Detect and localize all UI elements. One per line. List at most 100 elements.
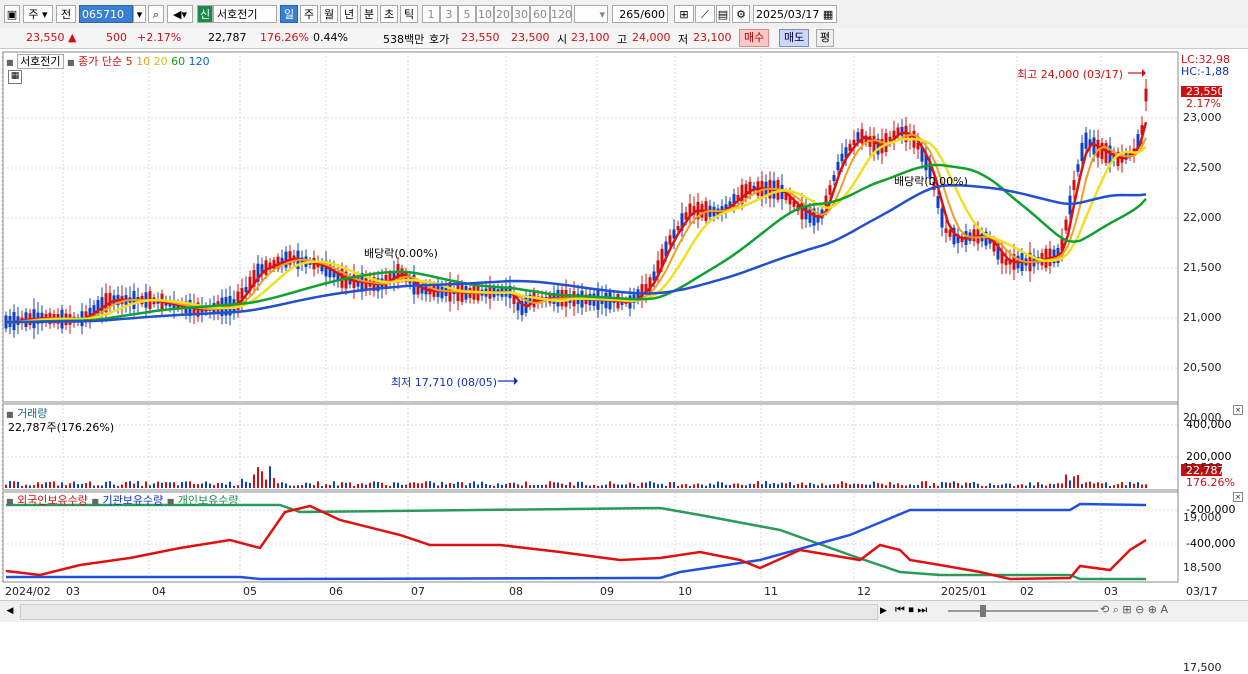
volume-bar <box>293 485 295 488</box>
candle-body <box>240 288 244 303</box>
volume-bar <box>633 483 635 488</box>
candle-body <box>692 205 696 215</box>
volume-bar <box>517 484 519 488</box>
ma-20-label[interactable]: 20 <box>153 55 168 68</box>
interval-custom-select[interactable]: ▾ <box>574 5 608 23</box>
save-icon[interactable]: ▤ <box>716 5 730 23</box>
volume-bar <box>249 482 251 488</box>
scroll-bar[interactable]: ◀ ▶ ⏮ ⏹ ⏭ ⟲ ⌕ ⊞ ⊖ ⊕ A <box>0 600 1248 622</box>
zoom-slider[interactable] <box>948 610 1098 612</box>
prefix-button[interactable]: 전 <box>56 5 76 23</box>
search-icon[interactable]: ⌕ <box>148 5 164 23</box>
count-field[interactable]: 265/600 <box>612 5 668 23</box>
volume-bar <box>25 484 27 488</box>
code-dropdown-icon[interactable]: ▾ <box>133 5 146 23</box>
volume-bar <box>589 485 591 488</box>
volume-bar <box>417 483 419 488</box>
volume-bar <box>321 485 323 488</box>
volume-bar <box>1025 485 1027 488</box>
table-icon[interactable]: ▦ <box>8 70 22 84</box>
candle-body <box>396 263 400 283</box>
period-tab-minute[interactable]: 분 <box>360 5 378 23</box>
sell-button[interactable]: 매도 <box>779 29 810 47</box>
candle-body <box>860 129 864 144</box>
candle-body <box>344 271 348 289</box>
date-input[interactable]: 2025/03/17 ▦ <box>753 5 837 23</box>
volume-bar <box>65 485 67 488</box>
interval-120[interactable]: 120 <box>550 5 572 23</box>
scroll-track[interactable] <box>20 604 878 620</box>
stock-code-input[interactable]: 065710 <box>79 5 133 23</box>
draw-tools-icon[interactable]: ⟋ <box>695 5 715 23</box>
candle-body <box>748 181 752 195</box>
volume-bar <box>369 482 371 488</box>
chart-area[interactable] <box>0 48 1248 600</box>
holding-tick-200k: -200,000 <box>1186 503 1236 516</box>
ma-60-label[interactable]: 60 <box>171 55 186 68</box>
ma-20-line <box>5 137 1147 324</box>
volume-bar <box>569 482 571 488</box>
scroll-right-icon[interactable]: ▶ <box>880 606 887 616</box>
speaker-icon[interactable]: ◀▾ <box>167 5 193 23</box>
volume-bar <box>145 481 147 488</box>
period-tab-year[interactable]: 년 <box>340 5 358 23</box>
interval-5[interactable]: 5 <box>458 5 476 23</box>
gear-icon[interactable]: ⚙ <box>732 5 750 23</box>
individual-holding-label[interactable]: 개인보유수량 <box>177 494 239 507</box>
volume-bar <box>737 483 739 488</box>
volume-bar <box>545 484 547 488</box>
ma-5-label[interactable]: 5 <box>125 55 133 68</box>
playback-controls[interactable]: ⏮ ⏹ ⏭ <box>895 603 928 616</box>
volume-bar <box>465 485 467 488</box>
interval-10[interactable]: 10 <box>476 5 494 23</box>
interval-60[interactable]: 60 <box>530 5 550 23</box>
volume-bar <box>53 481 55 488</box>
volume-bar <box>281 482 283 488</box>
period-tab-tick[interactable]: 틱 <box>400 5 418 23</box>
x-tick: 07 <box>411 585 425 598</box>
volume-bar <box>629 482 631 488</box>
price-tick: 19,000 <box>1183 511 1222 524</box>
interval-20[interactable]: 20 <box>494 5 512 23</box>
volume-value: 22,787 <box>208 31 247 44</box>
volume-bar <box>73 481 75 488</box>
foreign-holding-label[interactable]: 외국인보유수량 <box>17 494 88 507</box>
interval-30[interactable]: 30 <box>512 5 530 23</box>
period-tab-week[interactable]: 주 <box>300 5 318 23</box>
market-select[interactable]: 주 ▾ <box>23 5 53 23</box>
interval-1[interactable]: 1 <box>422 5 440 23</box>
candle-body <box>660 248 664 268</box>
candle-body <box>940 208 944 228</box>
hc-value: HC:-1,88 <box>1181 65 1230 78</box>
scroll-left-icon[interactable]: ◀ <box>6 606 14 616</box>
candle-body <box>844 147 848 158</box>
calendar-icon[interactable]: ▦ <box>822 8 834 21</box>
candle-body <box>1104 143 1108 163</box>
interval-3[interactable]: 3 <box>440 5 458 23</box>
layout-icon[interactable]: ▣ <box>4 5 20 23</box>
eval-button[interactable]: 평 <box>816 29 835 47</box>
ma-label[interactable]: 종가 단순 <box>78 55 123 68</box>
period-tab-second[interactable]: 초 <box>380 5 398 23</box>
buy-button[interactable]: 매수 <box>739 29 770 47</box>
stock-name-label[interactable]: 서호전기 <box>17 54 64 69</box>
ask-price: 23,550 <box>461 31 500 44</box>
count-value: 265 <box>619 8 641 21</box>
holding-close-icon[interactable]: × <box>1233 492 1243 502</box>
volume-title-text[interactable]: 거래량 <box>17 407 48 420</box>
volume-bar <box>693 484 695 488</box>
chart-tools-icon[interactable]: ⊞ <box>674 5 694 23</box>
chart-option-icons[interactable]: ⟲ ⌕ ⊞ ⊖ ⊕ A <box>1100 603 1169 616</box>
volume-close-icon[interactable]: × <box>1233 405 1243 415</box>
period-tab-day[interactable]: 일 <box>280 5 298 23</box>
period-tab-month[interactable]: 월 <box>320 5 338 23</box>
zoom-slider-handle[interactable] <box>980 605 986 617</box>
ma-10-label[interactable]: 10 <box>136 55 151 68</box>
candle-body <box>948 229 952 237</box>
legend-square-icon: ■ <box>6 58 14 67</box>
stock-name-field[interactable]: 서호전기 <box>213 5 277 23</box>
candle-body <box>280 257 284 265</box>
volume-bar <box>157 481 159 488</box>
ma-120-label[interactable]: 120 <box>188 55 210 68</box>
institution-holding-label[interactable]: 기관보유수량 <box>102 494 164 507</box>
